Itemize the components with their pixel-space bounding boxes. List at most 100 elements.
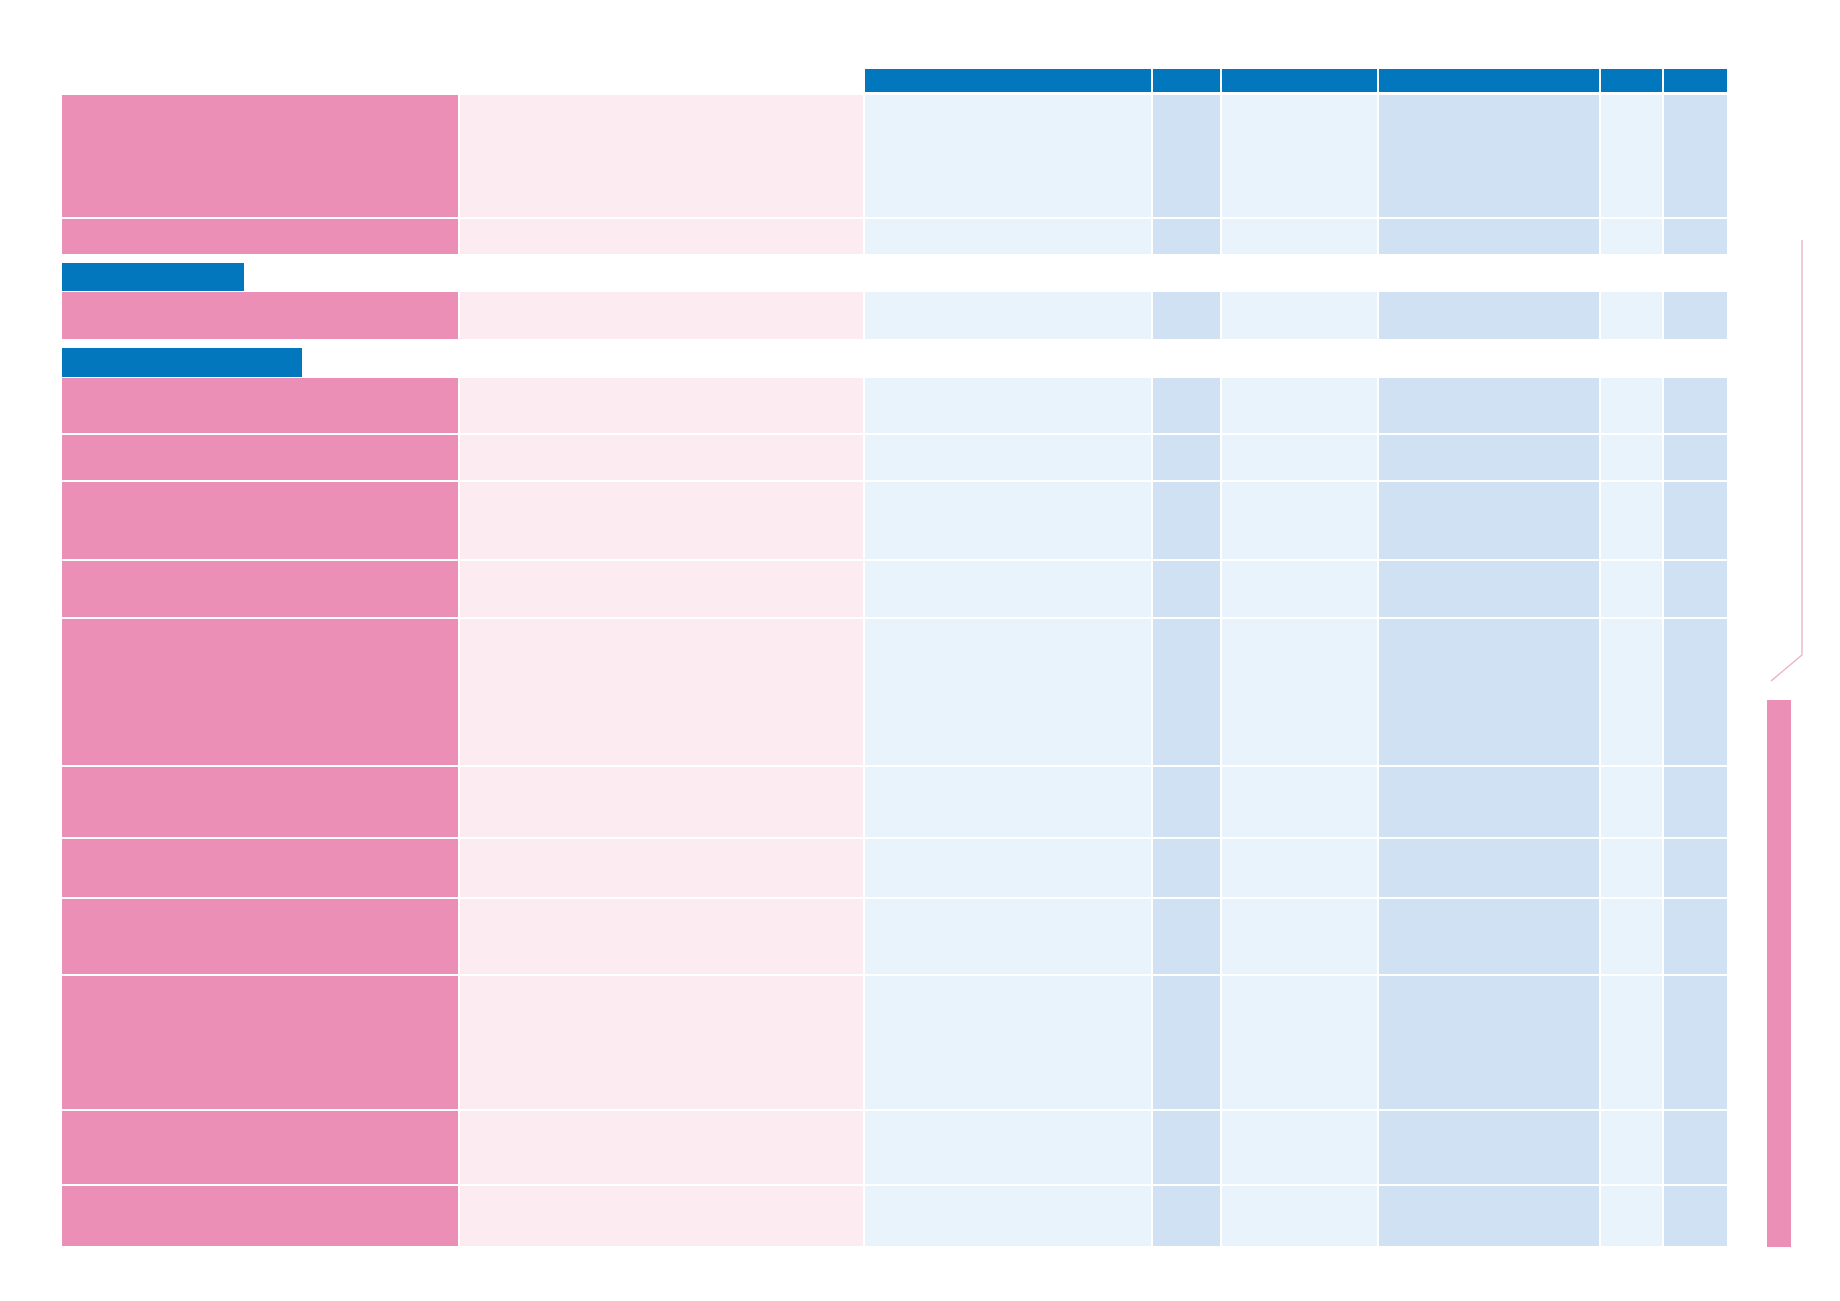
table-cell [1601,1186,1662,1246]
table-cell [1664,219,1727,254]
table-cell [1379,292,1599,339]
table-cell [1601,378,1662,433]
table-cell [1153,435,1220,480]
row-description [460,219,863,254]
row-description [460,292,863,339]
table-cell [1379,435,1599,480]
row-description [460,435,863,480]
column-header [1153,69,1220,92]
table-cell [1601,839,1662,897]
table-cell [1153,292,1220,339]
row-description [460,1186,863,1246]
row-label [62,976,458,1109]
table-cell [865,292,1151,339]
table-cell [1379,1111,1599,1184]
row-label [62,95,458,217]
table-cell [1379,899,1599,974]
table-cell [1601,219,1662,254]
table-cell [1153,839,1220,897]
row-label [62,899,458,974]
table-cell [1664,1111,1727,1184]
table-cell [1664,292,1727,339]
row-description [460,619,863,765]
table-cell [865,435,1151,480]
row-label [62,292,458,339]
table-cell [1601,561,1662,617]
table-cell [1664,1186,1727,1246]
row-label [62,839,458,897]
table-cell [1601,767,1662,837]
row-description [460,1111,863,1184]
table-cell [1153,899,1220,974]
row-description [460,378,863,433]
table-cell [1601,899,1662,974]
table-cell [1153,1186,1220,1246]
table-cell [865,378,1151,433]
table-cell [1379,482,1599,559]
row-label [62,1186,458,1246]
table-cell [1153,561,1220,617]
row-description [460,561,863,617]
row-description [460,482,863,559]
table-cell [1379,767,1599,837]
table-cell [1379,619,1599,765]
table-cell [865,95,1151,217]
row-description [460,976,863,1109]
table-cell [1379,976,1599,1109]
table-cell [1222,899,1377,974]
table-cell [1222,292,1377,339]
row-label [62,767,458,837]
row-label [62,435,458,480]
table-cell [865,219,1151,254]
table-cell [1153,378,1220,433]
table-cell [1601,482,1662,559]
table-cell [1664,95,1727,217]
side-accent-bar [1767,700,1791,1247]
table-cell [1153,767,1220,837]
table-cell [1153,976,1220,1109]
row-label [62,619,458,765]
table-cell [1222,1186,1377,1246]
table-cell [1601,95,1662,217]
table-cell [865,839,1151,897]
table-cell [1664,435,1727,480]
row-label [62,378,458,433]
table-cell [1222,435,1377,480]
table-cell [1601,1111,1662,1184]
section-header [62,263,244,291]
row-label [62,561,458,617]
table-cell [1153,219,1220,254]
table-cell [1222,976,1377,1109]
table-cell [1664,619,1727,765]
table-cell [1379,1186,1599,1246]
table-cell [1601,292,1662,339]
row-label [62,482,458,559]
table-cell [1222,767,1377,837]
row-description [460,95,863,217]
table-cell [1222,378,1377,433]
table-cell [1153,619,1220,765]
table-cell [1222,482,1377,559]
table-cell [865,1186,1151,1246]
row-description [460,767,863,837]
table-cell [865,1111,1151,1184]
table-cell [1379,561,1599,617]
table-cell [1153,482,1220,559]
table-cell [1222,219,1377,254]
table-cell [1601,976,1662,1109]
table-cell [1664,561,1727,617]
row-label [62,1111,458,1184]
table-cell [1601,435,1662,480]
table-cell [1222,839,1377,897]
table-cell [1379,378,1599,433]
table-cell [865,561,1151,617]
table-cell [1664,482,1727,559]
table-cell [1664,767,1727,837]
table-cell [865,619,1151,765]
table-cell [1153,1111,1220,1184]
column-header [865,69,1151,92]
table-cell [1379,95,1599,217]
table-cell [1664,899,1727,974]
column-header [1379,69,1599,92]
